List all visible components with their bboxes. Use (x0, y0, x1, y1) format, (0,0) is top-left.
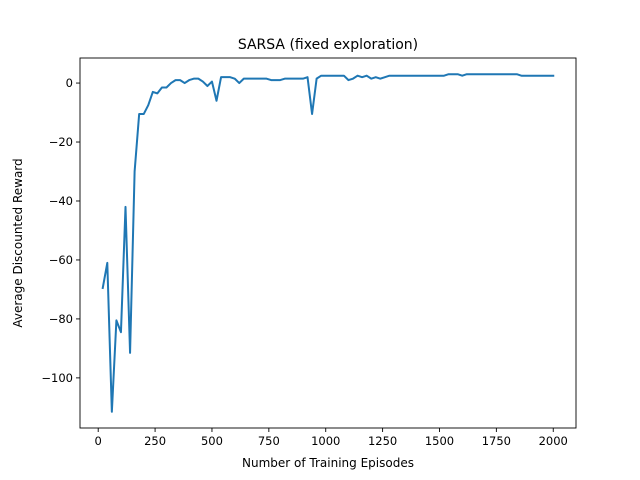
x-tick-label: 750 (258, 434, 280, 448)
x-axis-ticks: 0 250 500 750 1000 1250 1500 1750 2000 (95, 428, 568, 448)
x-tick-label: 250 (144, 434, 166, 448)
chart-title: SARSA (fixed exploration) (238, 37, 418, 53)
y-tick-label: −40 (49, 194, 73, 208)
x-tick-label: 500 (201, 434, 223, 448)
x-axis-label: Number of Training Episodes (242, 456, 414, 470)
y-tick-label: −60 (49, 253, 73, 267)
plot-area: 0 250 500 750 1000 1250 1500 1750 2000 0 −20 −40 −6… (41, 57, 577, 448)
y-tick-label: 0 (66, 76, 73, 90)
y-axis-label: Average Discounted Reward (11, 158, 25, 327)
y-axis-ticks: 0 −20 −40 −60 −80 −100 (41, 76, 80, 385)
x-tick-label: 1750 (482, 434, 511, 448)
y-tick-label: −100 (41, 371, 73, 385)
x-tick-label: 1250 (368, 434, 397, 448)
y-tick-label: −80 (49, 312, 73, 326)
x-tick-label: 1500 (425, 434, 454, 448)
series-line (101, 73, 555, 413)
x-tick-label: 0 (95, 434, 102, 448)
x-tick-label: 2000 (539, 434, 568, 448)
y-tick-label: −20 (49, 135, 73, 149)
x-tick-label: 1000 (311, 434, 340, 448)
axes-frame (79, 57, 577, 429)
